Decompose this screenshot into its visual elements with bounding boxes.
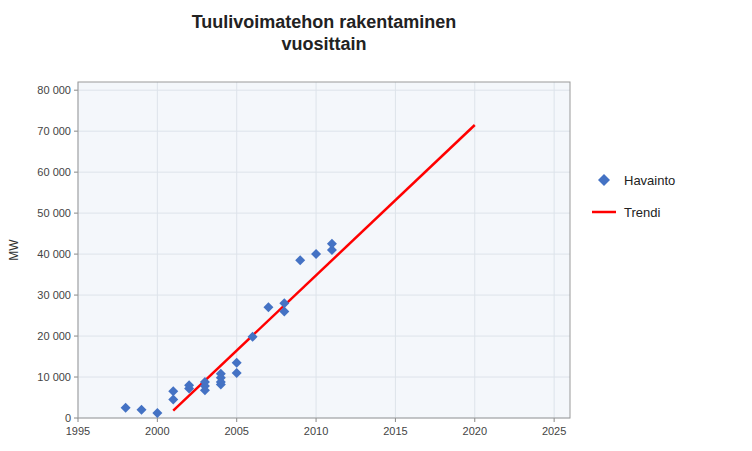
chart-container: Tuulivoimatehon rakentaminenvuosittain01… (0, 0, 752, 451)
y-tick (74, 131, 78, 132)
y-grid-line (78, 336, 570, 337)
x-tick-label: 1995 (66, 425, 90, 437)
x-tick-label: 2010 (304, 425, 328, 437)
y-tick-label: 60 000 (37, 166, 71, 178)
title-line: Tuulivoimatehon rakentaminen (192, 12, 457, 32)
x-tick-label: 2025 (542, 425, 566, 437)
y-tick-label: 0 (65, 412, 71, 424)
y-tick-label: 40 000 (37, 248, 71, 260)
legend-label: Trendi (624, 205, 660, 220)
x-grid-line (554, 82, 555, 418)
scatter-point (216, 377, 226, 387)
x-tick (554, 418, 555, 422)
y-tick-label: 70 000 (37, 125, 71, 137)
y-tick (74, 90, 78, 91)
y-grid-line (78, 377, 570, 378)
chart-svg: Tuulivoimatehon rakentaminenvuosittain01… (0, 0, 752, 451)
y-tick (74, 295, 78, 296)
scatter-point (263, 302, 273, 312)
x-tick-label: 2015 (383, 425, 407, 437)
y-tick (74, 172, 78, 173)
scatter-point (184, 380, 194, 390)
y-tick (74, 213, 78, 214)
scatter-point (136, 405, 146, 415)
title: Tuulivoimatehon rakentaminenvuosittain (192, 12, 457, 54)
y-grid-line (78, 295, 570, 296)
x-tick (316, 418, 317, 422)
legend-swatch (592, 211, 616, 214)
x-grid-line (157, 82, 158, 418)
axes: 0 10 000 20 000 30 000 40 000 50 000 60 000 70 … (37, 84, 566, 437)
x-tick-label: 2020 (463, 425, 487, 437)
y-axis-label: MW (7, 239, 21, 261)
plot-background (78, 82, 570, 418)
y-grid-line (78, 172, 570, 173)
scatter-point (232, 358, 242, 368)
y-grid-line (78, 213, 570, 214)
x-tick (236, 418, 237, 422)
x-tick (157, 418, 158, 422)
legend-swatch (598, 174, 610, 186)
legend: Havainto Trendi (592, 173, 675, 220)
x-tick-label: 2005 (224, 425, 248, 437)
y-tick-label: 80 000 (37, 84, 71, 96)
x-tick (78, 418, 79, 422)
trend-line (173, 125, 475, 411)
y-tick (74, 254, 78, 255)
x-grid-line (474, 82, 475, 418)
plot-frame (78, 82, 570, 418)
y-tick-label: 30 000 (37, 289, 71, 301)
y-grid-line (78, 90, 570, 91)
x-tick (395, 418, 396, 422)
x-tick-label: 2000 (145, 425, 169, 437)
y-grid-line (78, 254, 570, 255)
scatter-point (311, 249, 321, 259)
x-tick (474, 418, 475, 422)
y-tick-label: 50 000 (37, 207, 71, 219)
scatter-point (295, 255, 305, 265)
y-tick (74, 336, 78, 337)
scatter-point (279, 298, 289, 308)
grid (78, 82, 570, 418)
scatter-point (152, 408, 162, 418)
scatter-point (232, 368, 242, 378)
y-grid-line (78, 131, 570, 132)
y-tick (74, 418, 78, 419)
y-tick-label: 20 000 (37, 330, 71, 342)
scatter-point (121, 403, 131, 413)
marks (121, 125, 475, 418)
legend-label: Havainto (624, 173, 675, 188)
scatter-point (327, 239, 337, 249)
title-line: vuosittain (281, 34, 366, 54)
scatter-point (248, 332, 258, 342)
y-tick (74, 377, 78, 378)
scatter-point (168, 395, 178, 405)
scatter-point (200, 377, 210, 387)
y-tick-label: 10 000 (37, 371, 71, 383)
x-grid-line (395, 82, 396, 418)
